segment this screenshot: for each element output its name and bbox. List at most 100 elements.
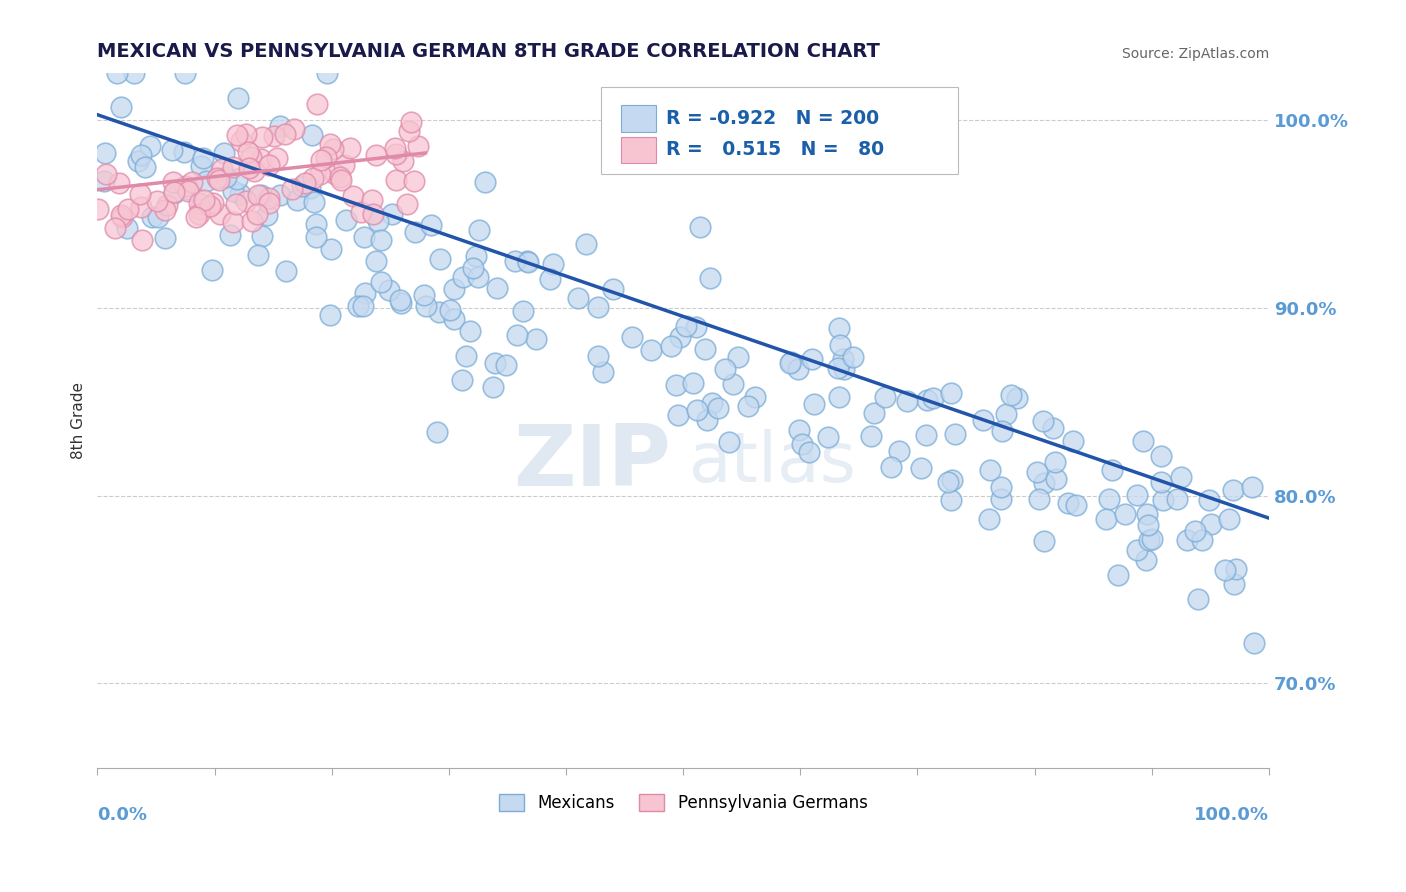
Point (990, 492, 1012, 507)
Point (1198, 492, 1220, 507)
Point (516, 254, 538, 268)
Point (239, 150, 262, 164)
Point (162, 186, 184, 200)
Point (458, 324, 481, 338)
Point (943, 427, 966, 442)
Point (994, 407, 1017, 421)
Point (862, 406, 884, 420)
Point (1032, 414, 1054, 428)
Point (212, 146, 235, 161)
Point (465, 249, 488, 263)
Point (363, 207, 385, 221)
Point (110, 208, 132, 222)
Point (592, 365, 614, 379)
Point (1218, 511, 1240, 525)
Point (842, 350, 865, 364)
Point (941, 493, 963, 508)
Point (689, 219, 711, 234)
Point (524, 332, 547, 346)
Point (702, 396, 724, 410)
Point (131, 233, 153, 247)
Point (803, 397, 825, 411)
Point (198, 198, 221, 212)
Point (1184, 524, 1206, 538)
Point (696, 413, 718, 427)
Text: R =   0.515   N =   80: R = 0.515 N = 80 (665, 140, 884, 160)
Point (141, 210, 163, 224)
Point (1026, 466, 1049, 480)
Y-axis label: 8th Grade: 8th Grade (72, 382, 86, 459)
Bar (621, 136, 657, 163)
Point (979, 463, 1001, 477)
Point (1000, 387, 1022, 401)
Point (640, 343, 662, 358)
Point (454, 350, 477, 364)
Text: R = -0.922   N = 200: R = -0.922 N = 200 (665, 109, 879, 128)
Text: ZIP: ZIP (513, 421, 671, 504)
Point (832, 352, 855, 367)
Point (602, 282, 624, 296)
Point (257, 196, 280, 211)
Point (335, 213, 357, 227)
Point (451, 270, 474, 285)
Point (231, 134, 253, 148)
Point (936, 475, 959, 489)
Point (666, 409, 689, 423)
Point (392, 153, 415, 168)
Text: 100.0%: 100.0% (1194, 805, 1270, 824)
Point (250, 129, 273, 144)
Point (665, 378, 688, 392)
Point (342, 189, 364, 203)
Point (299, 181, 322, 195)
Point (786, 362, 808, 376)
Point (256, 208, 278, 222)
Point (259, 157, 281, 171)
Point (117, 202, 139, 217)
Point (744, 390, 766, 404)
Point (207, 170, 229, 185)
Point (1094, 512, 1116, 526)
Point (134, 160, 156, 174)
Point (160, 143, 183, 157)
Point (1114, 507, 1136, 521)
Point (215, 169, 238, 184)
Point (238, 161, 260, 176)
Point (389, 296, 412, 310)
Point (222, 184, 245, 198)
Point (208, 207, 231, 221)
Point (263, 129, 285, 144)
Point (972, 412, 994, 426)
Point (588, 300, 610, 314)
Point (1222, 483, 1244, 497)
Point (1033, 533, 1056, 548)
Point (506, 328, 529, 343)
Point (1125, 488, 1147, 502)
Point (828, 321, 851, 335)
Point (1222, 577, 1244, 591)
Point (484, 356, 506, 370)
Point (991, 424, 1014, 438)
Point (859, 428, 882, 442)
Point (176, 182, 198, 196)
Legend: Mexicans, Pennsylvania Germans: Mexicans, Pennsylvania Germans (492, 787, 875, 818)
Point (1241, 480, 1264, 494)
Point (384, 141, 406, 155)
Point (399, 115, 422, 129)
Point (240, 214, 263, 228)
Point (247, 248, 270, 262)
Point (222, 161, 245, 175)
Point (190, 159, 212, 173)
Point (93, 174, 115, 188)
Point (426, 425, 449, 439)
Point (211, 162, 233, 177)
Point (173, 66, 195, 80)
Point (364, 147, 387, 161)
Point (250, 152, 273, 166)
Bar (621, 105, 657, 132)
Point (450, 373, 472, 387)
Point (122, 66, 145, 80)
Point (922, 391, 945, 405)
Point (146, 211, 169, 225)
Point (575, 237, 598, 252)
Point (1137, 518, 1160, 533)
